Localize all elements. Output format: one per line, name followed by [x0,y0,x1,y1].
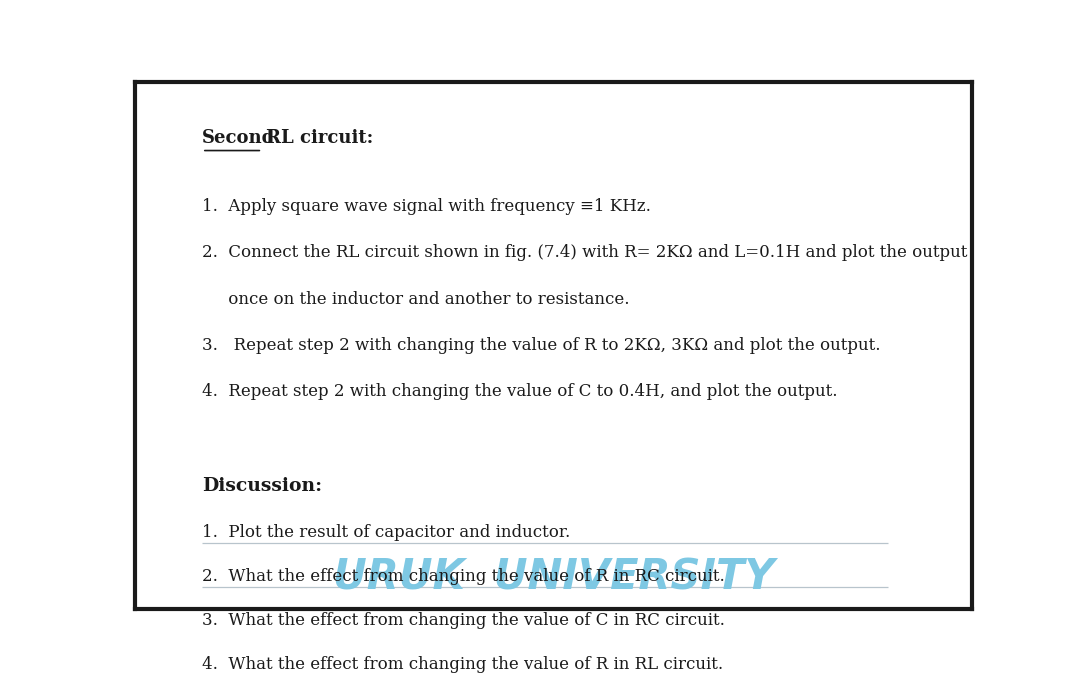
Text: 3.  What the effect from changing the value of C in RC circuit.: 3. What the effect from changing the val… [202,612,725,629]
Text: once on the inductor and another to resistance.: once on the inductor and another to resi… [202,291,630,308]
Text: Second.: Second. [202,129,282,148]
Text: 2.  What the effect from changing the value of R in RC circuit.: 2. What the effect from changing the val… [202,568,725,586]
Text: Discussion:: Discussion: [202,477,322,495]
Text: 2.  Connect the RL circuit shown in fig. (7.4) with R= 2KΩ and L=0.1H and plot t: 2. Connect the RL circuit shown in fig. … [202,244,968,261]
Text: 3.   Repeat step 2 with changing the value of R to 2KΩ, 3KΩ and plot the output.: 3. Repeat step 2 with changing the value… [202,337,880,354]
Text: 4.  Repeat step 2 with changing the value of C to 0.4H, and plot the output.: 4. Repeat step 2 with changing the value… [202,383,837,400]
Text: 1.  Plot the result of capacitor and inductor.: 1. Plot the result of capacitor and indu… [202,525,570,542]
Text: 1.  Apply square wave signal with frequency ≡1 KHz.: 1. Apply square wave signal with frequen… [202,198,651,215]
Text: RL circuit:: RL circuit: [267,129,374,148]
Text: 4.  What the effect from changing the value of R in RL circuit.: 4. What the effect from changing the val… [202,656,724,672]
Text: URUK  UNIVERSITY: URUK UNIVERSITY [333,556,774,598]
